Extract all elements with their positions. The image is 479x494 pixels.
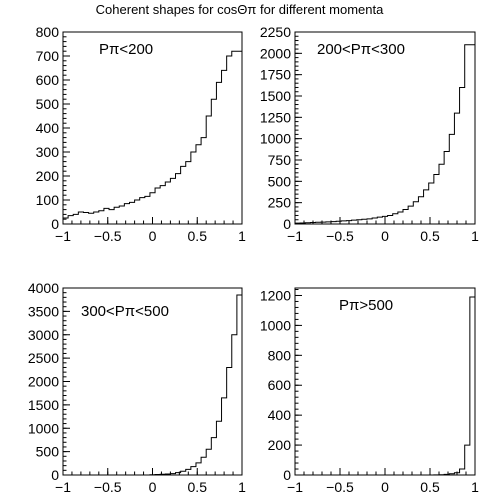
- y-tick-label: 500: [36, 444, 60, 460]
- panel-annotation: 200<Pπ<300: [317, 41, 405, 58]
- y-tick-label: 1000: [28, 420, 59, 436]
- y-tick-label: 2000: [28, 374, 59, 390]
- x-tick-label: 0.5: [420, 479, 440, 494]
- y-tick-label: 700: [36, 48, 60, 64]
- chart-panel-1: −1 −0.5 0 0.5 1 0 100 200 300 400 500 600 700 800 Pπ<2…: [36, 24, 246, 244]
- x-tick-label: 0.5: [420, 228, 440, 244]
- x-tick-label: 1: [238, 228, 246, 244]
- x-tick-label: 0: [149, 479, 157, 494]
- y-tick-label: 600: [36, 72, 60, 88]
- histogram-series-line: [295, 296, 476, 476]
- y-tick-label: 300: [36, 144, 60, 160]
- y-tick-label: 500: [36, 96, 60, 112]
- figure-title: Coherent shapes for cosΘπ for different …: [95, 2, 384, 17]
- x-tick-label: −0.5: [326, 228, 354, 244]
- plot-frame: [294, 31, 476, 225]
- y-tick-label: 100: [36, 192, 60, 208]
- x-tick-label: −0.5: [94, 228, 122, 244]
- x-tick-label: 0: [381, 228, 389, 244]
- y-tick-label: 1500: [28, 397, 59, 413]
- chart-panel-4: −1 −0.5 0 0.5 1 0 200 400 600 800 1000 1200 Pπ>500: [260, 287, 479, 494]
- y-tick-label: 400: [268, 407, 292, 423]
- x-tick-label: 1: [238, 479, 246, 494]
- y-tick-label: 200: [36, 168, 60, 184]
- y-tick-label: 0: [283, 216, 291, 232]
- y-tick-label: 600: [268, 377, 292, 393]
- y-tick-label: 0: [51, 467, 59, 483]
- y-tick-label: 1250: [260, 109, 291, 125]
- y-tick-label: 1500: [260, 88, 291, 104]
- x-tick-label: 0.5: [188, 228, 208, 244]
- histogram-series-line: [294, 44, 476, 224]
- y-tick-label: 0: [283, 467, 291, 483]
- y-tick-label: 3000: [28, 327, 59, 343]
- y-tick-label: 800: [268, 347, 292, 363]
- y-tick-label: 2000: [260, 45, 291, 61]
- plot-frame: [62, 31, 243, 225]
- x-tick-label: −0.5: [94, 479, 122, 494]
- panel-annotation: 300<Pπ<500: [81, 303, 169, 320]
- y-tick-label: 4000: [28, 280, 59, 296]
- y-tick-label: 250: [268, 195, 292, 211]
- chart-panel-2: −1 −0.5 0 0.5 1 0 250 500 750 1000 1250 1500 1750 200…: [260, 24, 479, 244]
- y-tick-label: 2500: [28, 350, 59, 366]
- x-tick-label: 0: [381, 479, 389, 494]
- y-tick-label: 1000: [260, 317, 291, 333]
- y-tick-label: 3500: [28, 303, 59, 319]
- panel-annotation: Pπ<200: [99, 41, 153, 58]
- y-tick-label: 800: [36, 24, 60, 40]
- y-tick-label: 500: [268, 173, 292, 189]
- x-tick-label: 1: [471, 228, 479, 244]
- x-tick-label: 0.5: [188, 479, 208, 494]
- x-tick-label: −1: [55, 228, 71, 244]
- histogram-series-line: [63, 294, 243, 476]
- y-tick-label: 400: [36, 120, 60, 136]
- y-tick-label: 0: [51, 216, 59, 232]
- x-tick-label: 0: [149, 228, 157, 244]
- x-tick-label: −1: [287, 228, 303, 244]
- y-tick-label: 1750: [260, 67, 291, 83]
- chart-panel-3: −1 −0.5 0 0.5 1 0 500 1000 1500 2000 2500 3000 3500 4…: [28, 280, 246, 494]
- panel-annotation: Pπ>500: [339, 297, 393, 314]
- x-tick-label: 1: [471, 479, 479, 494]
- y-tick-label: 200: [268, 437, 292, 453]
- y-tick-label: 1000: [260, 131, 291, 147]
- x-tick-label: −1: [55, 479, 71, 494]
- plot-frame: [294, 287, 476, 476]
- y-tick-label: 1200: [260, 287, 291, 303]
- y-tick-label: 750: [268, 152, 292, 168]
- x-tick-label: −0.5: [326, 479, 354, 494]
- histogram-series-line: [62, 50, 243, 224]
- y-tick-label: 2250: [260, 24, 291, 40]
- x-tick-label: −1: [287, 479, 303, 494]
